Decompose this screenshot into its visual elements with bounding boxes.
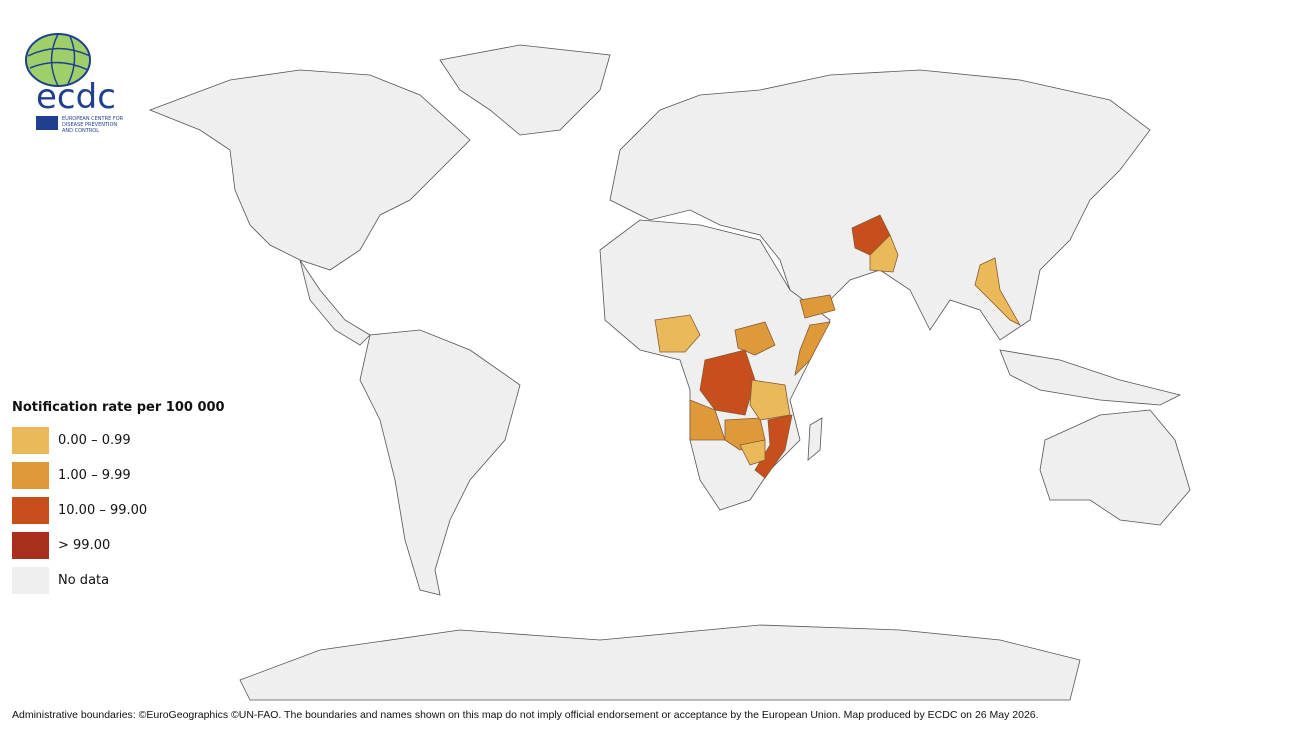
greenland [439, 44, 611, 136]
legend-swatch [12, 497, 49, 524]
country [749, 379, 791, 421]
eurasia [609, 69, 1151, 341]
country [869, 234, 899, 273]
southeast-asia-islands [999, 349, 1182, 406]
legend-item: > 99.00 [12, 528, 225, 563]
country [734, 321, 776, 356]
legend-item: 10.00 – 99.00 [12, 493, 225, 528]
legend-item: 0.00 – 0.99 [12, 423, 225, 458]
country [799, 294, 836, 319]
logo-line: EUROPEAN CENTRE FOR [62, 116, 124, 122]
country [974, 257, 1022, 326]
land [148, 44, 1191, 701]
legend-items: 0.00 – 0.99 1.00 – 9.99 10.00 – 99.00 > 99.… [12, 423, 225, 598]
legend-swatch [12, 567, 49, 594]
antarctica [239, 624, 1081, 701]
legend: Notification rate per 100 000 0.00 – 0.9… [12, 400, 225, 598]
australia [1039, 409, 1191, 526]
legend-label: 10.00 – 99.00 [58, 503, 148, 518]
legend-label: 1.00 – 9.99 [58, 468, 131, 483]
south-america [359, 329, 521, 596]
legend-item: 1.00 – 9.99 [12, 458, 225, 493]
north-america [148, 69, 471, 346]
madagascar [807, 417, 823, 461]
legend-item: No data [12, 563, 225, 598]
country [794, 321, 831, 377]
legend-label: 0.00 – 0.99 [58, 433, 131, 448]
legend-swatch [12, 462, 49, 489]
country [739, 439, 766, 466]
country [754, 414, 793, 479]
legend-label: > 99.00 [58, 538, 111, 553]
legend-label: No data [58, 573, 110, 588]
footer: Administrative boundaries: ©EuroGeograph… [12, 709, 1039, 721]
legend-swatch [12, 427, 49, 454]
logo-line: AND CONTROL [62, 128, 99, 134]
legend-swatch [12, 532, 49, 559]
legend-title: Notification rate per 100 000 [12, 400, 225, 415]
country [654, 314, 701, 353]
ecdc-logo: ecdc EUROPEAN CENTRE FOR DISEASE PREVENT… [25, 33, 124, 134]
logo-acronym: ecdc [36, 77, 116, 117]
country [699, 349, 756, 416]
notified-countries [654, 214, 1022, 479]
logo-line: DISEASE PREVENTION [62, 122, 117, 128]
